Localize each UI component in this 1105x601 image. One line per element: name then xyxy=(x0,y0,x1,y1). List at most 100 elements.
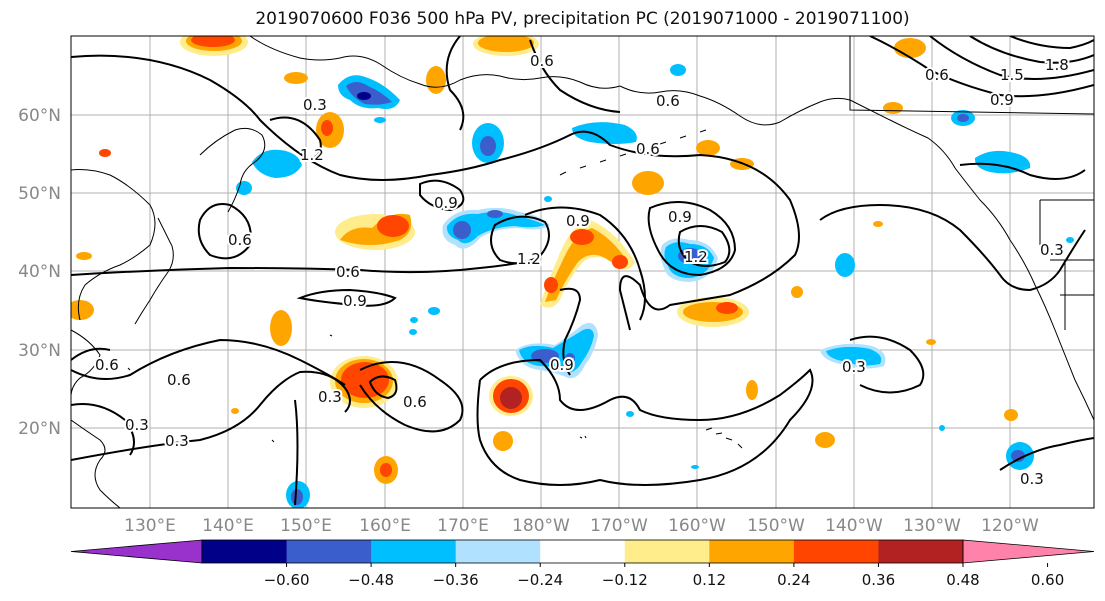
precip-blob xyxy=(677,297,749,327)
pv-contour-line xyxy=(959,162,1086,180)
longitude-label: 130°W xyxy=(903,516,961,536)
colorbar-tick-label: 0.48 xyxy=(946,571,979,589)
longitude-labels: 130°E 140°E 150°E 160°E 170°E 180°W 170°W 160°W… xyxy=(124,516,1039,536)
colorbar-tick-labels: −0.60 −0.48 −0.36 −0.24 −0.12 0.12 0.24 0.36 0.4… xyxy=(264,563,1064,589)
colorbar-segment xyxy=(793,540,879,563)
contour-label: 1.8 xyxy=(1045,56,1069,74)
map-frame xyxy=(71,36,1094,508)
contour-label: 0.3 xyxy=(1020,470,1044,488)
contour-label: 1.5 xyxy=(1000,66,1024,84)
colorbar-segment xyxy=(286,540,372,563)
contour-label: 0.6 xyxy=(656,92,680,110)
pv-contour-line xyxy=(71,347,111,361)
pv-contour-line xyxy=(524,206,646,321)
longitude-label: 150°E xyxy=(280,516,332,536)
contour-label: 0.6 xyxy=(167,371,191,389)
contour-label: 0.9 xyxy=(550,356,574,374)
colorbar-tick-label: −0.24 xyxy=(517,571,563,589)
siberia-coastline xyxy=(249,36,621,89)
pv-contour-line xyxy=(490,215,550,265)
contour-label: 0.6 xyxy=(636,140,660,158)
pv-contour-line xyxy=(197,203,252,260)
pv-contour-line xyxy=(476,358,814,486)
pv-contour-line xyxy=(819,203,1086,292)
pv-contour-line xyxy=(969,36,1094,64)
contour-label: 0.3 xyxy=(318,388,342,406)
contour-label: 1.2 xyxy=(684,248,708,266)
colorbar-tick-label: 0.60 xyxy=(1031,571,1064,589)
precip-positive-anomalies xyxy=(71,36,1018,484)
precip-blob xyxy=(442,207,550,249)
longitude-label: 170°E xyxy=(437,516,489,536)
colorbar-outline xyxy=(201,539,964,564)
precip-blob xyxy=(286,196,1074,508)
aleutian-islands xyxy=(559,129,707,176)
colorbar-segment xyxy=(455,540,541,563)
colorbar-tick-label: −0.60 xyxy=(264,571,310,589)
contour-label: 0.3 xyxy=(125,416,149,434)
pv-contours xyxy=(71,36,1094,506)
pv-contour-line xyxy=(359,361,464,433)
colorbar-segment xyxy=(624,540,710,563)
colorbar-tick-label: −0.48 xyxy=(348,571,394,589)
contour-label: 0.9 xyxy=(434,194,458,212)
colorbar xyxy=(70,539,1095,564)
pacific-islands xyxy=(127,334,587,443)
pv-contour-line xyxy=(647,200,737,277)
pv-contour-line xyxy=(71,403,135,456)
latitude-label: 60°N xyxy=(18,106,61,126)
colorbar-extend-low xyxy=(70,539,203,564)
contour-label: 1.2 xyxy=(300,146,324,164)
longitude-label: 120°W xyxy=(981,516,1039,536)
pv-contour-line xyxy=(929,36,1094,80)
colorbar-tick-label: 0.36 xyxy=(862,571,895,589)
precip-blob xyxy=(540,220,635,308)
precip-blob xyxy=(338,75,400,109)
colorbar-tick-label: 0.12 xyxy=(693,571,726,589)
colorbar-extend-high xyxy=(962,539,1095,564)
canada-border xyxy=(849,36,1094,115)
pv-contour-line xyxy=(71,259,536,276)
contour-label: 0.6 xyxy=(228,231,252,249)
na-west-coastline xyxy=(849,99,1094,421)
contour-label: 0.3 xyxy=(842,358,866,376)
pv-contour-line xyxy=(419,179,465,212)
latitude-label: 20°N xyxy=(18,419,61,439)
precip-blob xyxy=(820,343,886,369)
pv-contour-line xyxy=(849,335,925,394)
precip-blob xyxy=(489,376,533,416)
pv-contour-line xyxy=(296,288,397,307)
longitude-label: 160°E xyxy=(359,516,411,536)
precip-blob xyxy=(236,123,504,195)
precip-blob xyxy=(330,356,398,408)
longitude-label: 130°E xyxy=(124,516,176,536)
contour-label: 0.6 xyxy=(925,66,949,84)
alaska-coastline xyxy=(619,85,851,126)
pv-contour-line xyxy=(869,36,1094,98)
pv-contour-line xyxy=(269,116,322,161)
pv-contour-line xyxy=(445,36,465,131)
precip-blob xyxy=(335,213,415,250)
pv-contour-line xyxy=(71,338,346,386)
colorbar-tick-label: 0.24 xyxy=(777,571,810,589)
colorbar-segment xyxy=(709,540,795,563)
precip-blob xyxy=(180,36,248,56)
colorbar-tick-label: −0.36 xyxy=(433,571,479,589)
japan-coastline xyxy=(134,217,174,325)
precip-blob xyxy=(71,252,1018,484)
contour-label: 0.3 xyxy=(165,432,189,450)
precip-blob xyxy=(473,36,539,56)
colorbar-segment xyxy=(202,540,288,563)
contour-label: 1.2 xyxy=(517,250,541,268)
contour-label: 0.6 xyxy=(336,263,360,281)
pv-contour-line xyxy=(677,225,731,267)
pv-contour-line xyxy=(1009,36,1094,50)
latitude-label: 40°N xyxy=(18,262,61,282)
pv-contour-line xyxy=(71,370,351,461)
pv-contour-line xyxy=(368,375,398,400)
contour-label: 0.9 xyxy=(990,91,1014,109)
latitude-labels: 60°N 50°N 40°N 30°N 20°N xyxy=(18,106,61,439)
pv-contour-line xyxy=(529,39,621,113)
longitude-label: 150°W xyxy=(747,516,805,536)
hawaii-islands xyxy=(705,427,743,449)
